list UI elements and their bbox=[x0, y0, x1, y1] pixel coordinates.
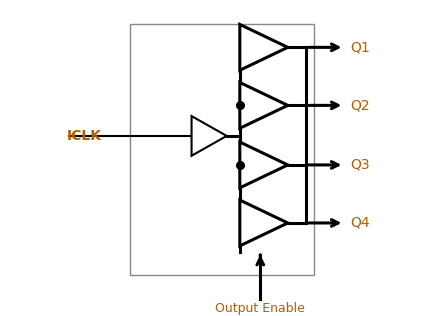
Polygon shape bbox=[240, 142, 288, 188]
Text: Q4: Q4 bbox=[350, 216, 370, 230]
Text: Q2: Q2 bbox=[350, 98, 370, 112]
Bar bbox=[130, 24, 314, 275]
Polygon shape bbox=[240, 24, 288, 70]
Polygon shape bbox=[240, 200, 288, 246]
Polygon shape bbox=[191, 116, 227, 156]
Polygon shape bbox=[240, 82, 288, 128]
Text: Q1: Q1 bbox=[350, 40, 370, 54]
Text: ICLK: ICLK bbox=[67, 129, 102, 143]
Text: Q3: Q3 bbox=[350, 158, 370, 172]
Text: Output Enable: Output Enable bbox=[215, 302, 305, 315]
